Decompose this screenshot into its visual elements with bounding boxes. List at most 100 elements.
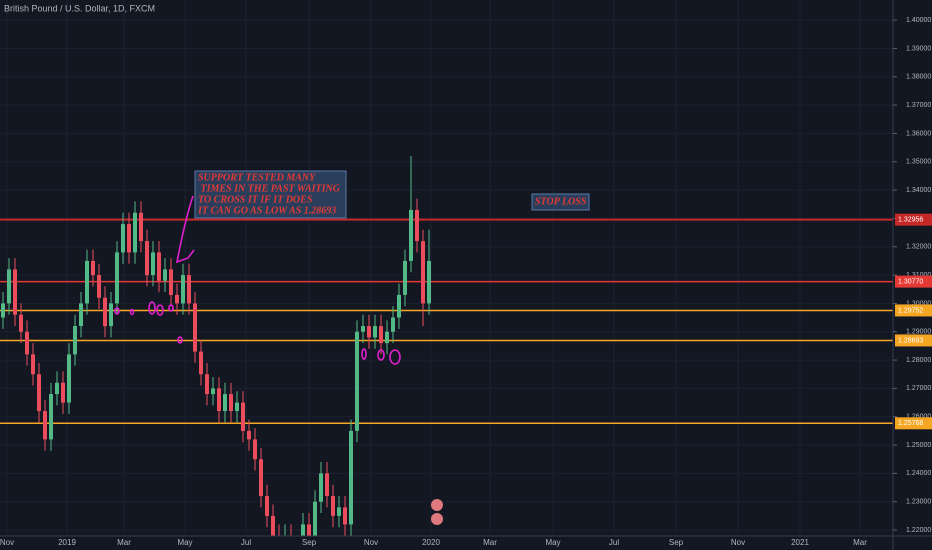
candle-body xyxy=(187,275,191,304)
annotation-bg xyxy=(531,193,590,211)
y-tick-label: 1.29000 xyxy=(906,329,931,336)
y-tick-label: 1.36000 xyxy=(906,130,931,137)
candle-body xyxy=(235,402,239,412)
candle-body xyxy=(97,275,101,298)
candle-body xyxy=(169,269,173,295)
pen-mark xyxy=(361,348,367,360)
level-tag xyxy=(895,304,932,317)
x-tick-label: 2021 xyxy=(791,538,809,547)
axes: 1.22000 1.23000 1.24000 1.25000 1.26000 1.270… xyxy=(0,17,932,547)
candle-body xyxy=(133,212,137,253)
event-icons xyxy=(431,499,443,525)
candles xyxy=(1,156,431,536)
pen-mark xyxy=(389,349,401,365)
level-tag xyxy=(895,334,932,347)
x-tick-label: Mar xyxy=(483,538,497,547)
x-tick-label: Mar xyxy=(853,538,867,547)
candle-body xyxy=(337,507,341,516)
candle-body xyxy=(61,382,65,403)
candle-body xyxy=(397,294,401,318)
candle-body xyxy=(163,269,167,281)
y-tick-label: 1.31000 xyxy=(906,272,931,279)
y-tick-label: 1.27000 xyxy=(906,385,931,392)
drawings xyxy=(114,195,401,365)
y-tick-label: 1.34000 xyxy=(906,187,931,194)
candle-body xyxy=(241,402,245,431)
candle-body xyxy=(67,354,71,403)
candle-body xyxy=(379,326,383,344)
y-tick-label: 1.38000 xyxy=(906,74,931,81)
pen-mark xyxy=(177,336,183,344)
y-tick-label: 1.28000 xyxy=(906,357,931,364)
candle-body xyxy=(127,224,131,253)
pen-arrow xyxy=(175,195,195,264)
x-tick-label: May xyxy=(177,538,192,547)
y-tick-label: 1.23000 xyxy=(906,499,931,506)
level-label: 1.30770 xyxy=(898,278,923,285)
x-tick-label: Nov xyxy=(0,538,14,547)
pen-mark xyxy=(156,304,164,316)
candle-body xyxy=(109,303,113,327)
y-tick-label: 1.25000 xyxy=(906,442,931,449)
annotation-line: TIMES IN THE PAST WAITING xyxy=(198,183,341,194)
candle-body xyxy=(1,303,5,318)
event-icon xyxy=(431,499,443,511)
candle-body xyxy=(217,388,221,412)
level-label: 1.29752 xyxy=(898,307,923,314)
candle-body xyxy=(331,496,335,516)
candle-body xyxy=(301,524,305,536)
y-tick-label: 1.26000 xyxy=(906,414,931,421)
pen-mark xyxy=(168,304,174,312)
y-tick-label: 1.32000 xyxy=(906,244,931,251)
x-tick-label: 2020 xyxy=(422,538,440,547)
level-tag xyxy=(895,417,932,430)
candle-body xyxy=(265,496,269,516)
grid xyxy=(0,0,893,536)
pen-mark xyxy=(129,308,135,316)
chart-title: British Pound / U.S. Dollar, 1D, FXCM xyxy=(4,3,155,13)
x-tick-label: May xyxy=(545,538,560,547)
level-tag xyxy=(895,213,932,226)
x-tick-label: Mar xyxy=(117,538,131,547)
candle-body xyxy=(121,224,125,253)
candle-body xyxy=(247,430,251,440)
y-tick-label: 1.40000 xyxy=(906,17,931,24)
candle-body xyxy=(259,459,263,497)
candle-body xyxy=(427,260,431,304)
candle-body xyxy=(115,252,119,304)
candle-body xyxy=(343,507,347,525)
candle-body xyxy=(181,275,185,304)
pen-mark xyxy=(148,301,156,315)
y-tick-label: 1.39000 xyxy=(906,45,931,52)
candle-body xyxy=(13,269,17,315)
candle-body xyxy=(25,331,29,355)
candle-body xyxy=(7,269,11,304)
level-label: 1.32956 xyxy=(898,217,923,224)
candle-body xyxy=(193,303,197,352)
candle-body xyxy=(319,473,323,502)
stop-loss-box: STOP LOSS xyxy=(531,193,590,211)
candle-body xyxy=(85,260,89,304)
x-tick-label: Jul xyxy=(609,538,619,547)
candle-body xyxy=(157,252,161,281)
candle-body xyxy=(151,252,155,276)
x-tick-label: Sep xyxy=(302,538,317,547)
event-icon xyxy=(431,513,443,525)
candle-body xyxy=(253,439,257,460)
candle-body xyxy=(349,430,353,525)
candle-body xyxy=(313,501,317,536)
x-tick-label: 2019 xyxy=(58,538,76,547)
candle-body xyxy=(409,209,413,261)
y-tick-label: 1.37000 xyxy=(906,102,931,109)
x-tick-label: Jul xyxy=(241,538,251,547)
x-tick-label: Sep xyxy=(669,538,684,547)
candle-body xyxy=(55,382,59,395)
candle-body xyxy=(211,388,215,395)
annotation-box: SUPPORT TESTED MANY TIMES IN THE PAST WA… xyxy=(194,170,347,219)
y-tick-label: 1.30000 xyxy=(906,300,931,307)
pen-mark xyxy=(114,307,120,315)
candle-body xyxy=(271,515,275,536)
candle-body xyxy=(205,374,209,395)
